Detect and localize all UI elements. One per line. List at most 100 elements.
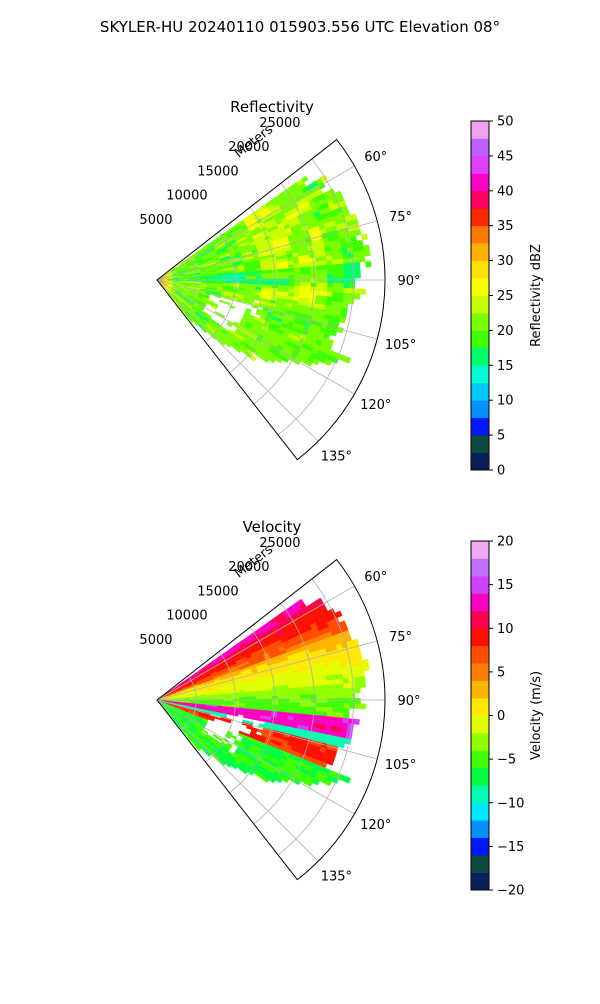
data-cell	[322, 274, 328, 279]
colorbar-band	[471, 698, 489, 707]
data-cell	[234, 697, 240, 699]
data-cell	[294, 290, 300, 294]
data-cell	[322, 690, 328, 695]
colorbar-band	[471, 672, 489, 681]
data-cell	[354, 262, 360, 268]
data-cell	[337, 674, 343, 679]
data-cell	[262, 699, 268, 702]
data-cell	[277, 266, 283, 270]
data-cell	[294, 271, 300, 275]
data-cell	[316, 711, 322, 716]
data-cell	[349, 263, 355, 269]
data-cell	[234, 701, 240, 703]
data-cell	[245, 699, 251, 701]
data-cell	[355, 688, 361, 694]
data-cell	[245, 277, 251, 280]
data-cell	[305, 263, 311, 267]
data-cell	[300, 695, 306, 699]
data-cell	[245, 692, 251, 695]
data-cell	[349, 703, 355, 708]
data-cell	[355, 698, 361, 703]
data-cell	[350, 278, 356, 283]
colorbar-band	[471, 461, 489, 470]
data-cell	[315, 677, 321, 682]
colorbar-tick-label: −20	[497, 884, 524, 899]
colorbar-band	[471, 838, 489, 847]
data-cell	[299, 683, 305, 687]
data-cell	[333, 694, 339, 699]
data-cell	[240, 281, 246, 283]
data-cell	[300, 703, 306, 707]
colorbar-band	[471, 138, 489, 147]
data-cell	[239, 695, 245, 698]
range-tick-label: 15000	[197, 164, 238, 179]
data-cell	[349, 268, 355, 273]
colorbar-band	[471, 724, 489, 733]
colorbar-band	[471, 611, 489, 620]
colorbar-tick-label: 45	[497, 149, 514, 164]
data-cell	[283, 265, 289, 269]
data-cell	[321, 292, 327, 297]
data-cell	[349, 293, 355, 299]
data-cell	[360, 704, 366, 710]
data-cell	[262, 696, 268, 699]
data-cell	[327, 712, 333, 717]
colorbar-tick-label: 15	[497, 578, 514, 593]
data-cell	[256, 696, 262, 699]
data-cell	[339, 278, 345, 283]
data-cell	[344, 693, 350, 698]
colorbar-band	[471, 339, 489, 348]
colorbar-band	[471, 287, 489, 296]
data-cell	[278, 696, 284, 699]
data-cell	[327, 283, 333, 288]
data-cell	[294, 268, 300, 272]
data-cell	[229, 697, 235, 699]
data-cell	[299, 679, 305, 684]
data-cell	[306, 275, 312, 279]
data-cell	[326, 256, 332, 261]
colorbar-band	[471, 261, 489, 270]
reflectivity-panel: Reflectivity60°75°90°105°120°135°5000100…	[139, 98, 420, 464]
data-cell	[234, 277, 240, 279]
data-cell	[332, 712, 338, 717]
data-cell	[343, 293, 349, 298]
data-cell	[343, 678, 349, 684]
data-cell	[331, 670, 337, 676]
data-cell	[362, 659, 368, 666]
data-cell	[322, 703, 328, 708]
data-cell	[316, 270, 322, 275]
data-cell	[245, 694, 251, 697]
data-cell	[240, 697, 246, 699]
data-cell	[327, 260, 333, 265]
data-cell	[300, 699, 306, 703]
data-cell	[363, 245, 369, 251]
data-cell	[283, 685, 289, 689]
panel-title: Velocity	[243, 518, 302, 536]
data-cell	[315, 295, 321, 300]
data-cell	[299, 290, 305, 294]
data-cell	[344, 708, 350, 713]
data-cell	[346, 662, 352, 668]
data-cell	[337, 679, 343, 684]
data-cell	[245, 697, 251, 700]
colorbar-band	[471, 637, 489, 646]
colorbar-band	[471, 811, 489, 820]
data-cell	[338, 288, 344, 293]
data-cell	[284, 702, 290, 706]
colorbar-band	[471, 156, 489, 165]
data-cell	[342, 723, 348, 729]
data-cell	[327, 287, 333, 292]
colorbar-band	[471, 794, 489, 803]
data-cell	[333, 703, 339, 708]
data-cell	[231, 735, 237, 739]
colorbar-band	[471, 777, 489, 786]
data-cell	[338, 689, 344, 694]
data-cell	[322, 265, 328, 270]
data-cell	[342, 668, 348, 674]
data-cell	[354, 294, 360, 300]
data-cell	[337, 297, 343, 302]
data-cell	[289, 692, 295, 696]
data-cell	[326, 296, 332, 301]
data-cell	[333, 708, 339, 713]
